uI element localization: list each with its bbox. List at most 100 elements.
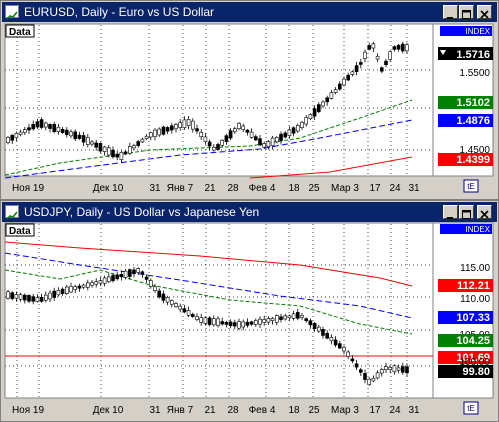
minimize-icon [447, 17, 453, 19]
index-badge[interactable] [440, 26, 492, 36]
maximize-button[interactable] [459, 5, 474, 19]
scale-toggle-icon: tE [467, 182, 475, 191]
date-label: 18 [288, 183, 300, 194]
candle-body [400, 43, 405, 52]
candle-body [216, 144, 220, 150]
candle-body [69, 131, 73, 137]
candle-body [165, 127, 170, 132]
candle-body [81, 135, 86, 143]
index-label: INDEX [466, 27, 491, 36]
ma-value-red: 1.4399 [456, 154, 490, 166]
close-button[interactable] [477, 5, 492, 19]
candle-body [157, 128, 161, 136]
candle-body [136, 141, 140, 147]
candle-body [43, 122, 48, 128]
close-button[interactable] [477, 205, 492, 219]
candle-body [144, 135, 149, 140]
date-label: Фев 4 [249, 183, 276, 194]
candle-body [35, 121, 40, 128]
candle-body [304, 117, 309, 125]
candle-body [316, 104, 321, 113]
candle-body [329, 92, 334, 99]
candle-body [295, 125, 300, 132]
candle-body [300, 121, 304, 129]
candle-body [379, 67, 384, 72]
candle-body [161, 126, 166, 135]
candle-body [392, 46, 397, 50]
candle-body [233, 128, 237, 133]
price-tick: 1.4500 [459, 145, 490, 156]
usdjpy-titlebar[interactable]: USDJPY, Daily - US Dollar vs Japanese Ye… [2, 202, 497, 222]
candle-body [396, 44, 401, 50]
candle-body [203, 136, 208, 142]
candle-body [308, 114, 313, 120]
candle-body [86, 137, 90, 145]
candle-body [98, 143, 103, 152]
candle-body [212, 146, 216, 151]
candle-body [375, 55, 380, 60]
candle-body [6, 137, 10, 143]
data-label: Data [9, 27, 31, 38]
candle-body [199, 132, 203, 138]
candle-body [123, 151, 128, 155]
candle-body [207, 141, 212, 147]
date-label: Мар 3 [331, 183, 359, 194]
candle-body [178, 122, 182, 128]
candle-body [287, 129, 292, 136]
date-label: Дек 10 [93, 183, 124, 194]
candle-body [22, 129, 27, 133]
date-label: 31 [149, 183, 161, 194]
usdjpy-window: USDJPY, Daily - US Dollar vs Japanese Ye… [0, 200, 499, 422]
candle-body [228, 130, 233, 139]
candle-body [111, 149, 115, 158]
ma-badge-red [438, 153, 493, 166]
candle-body [291, 127, 296, 134]
candle-body [224, 135, 229, 142]
minimize-button[interactable] [443, 205, 458, 219]
candle-body [102, 146, 107, 152]
candle-body [14, 133, 19, 139]
candle-body [245, 129, 250, 133]
candle-body [371, 43, 376, 49]
candle-body [270, 137, 275, 147]
candle-body [77, 134, 82, 139]
candle-body [279, 133, 283, 141]
candle-body [10, 134, 14, 141]
candle-body [18, 131, 23, 135]
candle-body [262, 143, 267, 148]
date-label: 31 [408, 183, 420, 194]
candle-body [191, 120, 195, 130]
candle-body [149, 132, 153, 138]
candle-body [48, 124, 52, 129]
ma-badge-green [438, 96, 493, 109]
eurusd-chart: Data INDEX 1.5716 1.5500 1.5102 1.4876 1… [4, 23, 494, 194]
maximize-icon [462, 210, 471, 219]
candle-body [367, 45, 372, 50]
candle-body [182, 119, 187, 129]
maximize-button[interactable] [459, 205, 474, 219]
candle-body [153, 129, 157, 137]
date-label: 28 [227, 183, 239, 194]
candle-body [283, 132, 288, 138]
scale-toggle-button[interactable] [463, 179, 479, 193]
candle-body [56, 126, 61, 132]
candle-body [94, 142, 98, 148]
candle-body [337, 83, 342, 90]
candle-body [52, 124, 57, 132]
close-icon [480, 10, 489, 19]
candle-body [195, 128, 199, 132]
candle-body [115, 153, 119, 158]
date-label: 24 [389, 183, 401, 194]
candle-body [65, 129, 69, 135]
candle-body [39, 119, 44, 128]
chart-icon [5, 5, 19, 20]
candle-body [140, 138, 145, 143]
candle-body [27, 127, 31, 131]
candle-body [274, 137, 279, 143]
candle-body [358, 62, 363, 65]
candle-body [354, 65, 359, 72]
candle-body [258, 138, 262, 146]
candle-body [254, 136, 258, 141]
eurusd-titlebar[interactable]: EURUSD, Daily - Euro vs US Dollar [2, 2, 497, 22]
minimize-button[interactable] [443, 5, 458, 19]
